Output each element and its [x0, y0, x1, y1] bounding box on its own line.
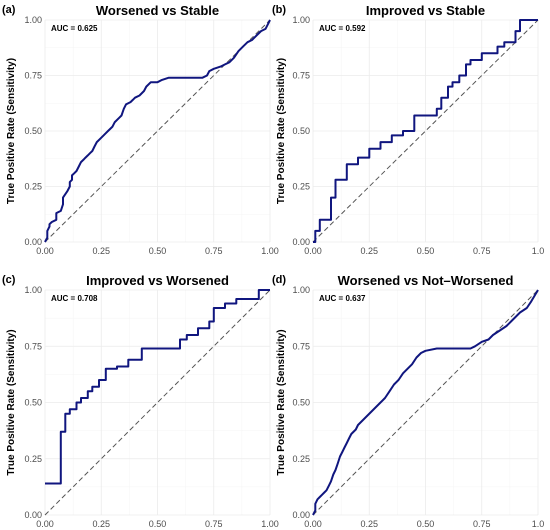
grid: [44, 19, 271, 243]
y-tick-label: 0.50: [292, 398, 310, 408]
x-tick-label: 0.25: [360, 519, 378, 529]
auc-annotation: AUC = 0.637: [319, 294, 366, 303]
y-tick-label: 0.25: [292, 454, 310, 464]
panel-label: (d): [272, 274, 286, 286]
panel-label: (a): [2, 4, 16, 16]
y-tick-label: 0.00: [24, 510, 42, 520]
y-tick-label: 0.00: [24, 237, 42, 247]
y-tick-label: 0.00: [292, 237, 310, 247]
y-tick-label: 0.25: [24, 454, 42, 464]
panel-label: (b): [272, 4, 286, 16]
x-tick-label: 0.00: [304, 519, 322, 529]
x-tick-label: 1.00: [261, 519, 279, 529]
y-tick-label: 0.75: [24, 341, 42, 351]
y-tick-label: 0.50: [24, 398, 42, 408]
x-tick-label: 0.50: [149, 246, 167, 256]
x-tick-label: 0.75: [205, 246, 223, 256]
x-tick-label: 0.50: [149, 519, 167, 529]
auc-annotation: AUC = 0.592: [319, 24, 366, 33]
roc-curve: [313, 19, 538, 243]
reference-diagonal: [312, 289, 539, 516]
y-tick-label: 1.00: [292, 285, 310, 295]
y-tick-label: 0.25: [292, 182, 310, 192]
roc-curve: [45, 289, 270, 485]
x-tick-label: 1.0: [532, 246, 545, 256]
roc-curve: [312, 289, 539, 516]
y-tick-label: 0.50: [292, 126, 310, 136]
x-tick-label: 0.00: [304, 246, 322, 256]
y-tick-label: 0.00: [292, 510, 310, 520]
y-tick-label: 0.50: [24, 126, 42, 136]
grid: [44, 289, 271, 516]
y-tick-label: 0.75: [24, 71, 42, 81]
x-tick-label: 0.50: [417, 519, 435, 529]
x-tick-label: 1.00: [261, 246, 279, 256]
x-tick-label: 0.00: [36, 519, 54, 529]
roc-curve: [44, 19, 271, 243]
roc-panel-2: 0.00 0.25 0.50 0.75 1.0 0.00 0.25 0.50 0.75 1.00 T…: [272, 3, 544, 256]
auc-annotation: AUC = 0.708: [51, 294, 98, 303]
y-axis-label: True Positive Rate (Sensitivity): [6, 329, 17, 475]
x-tick-label: 0.25: [360, 246, 378, 256]
x-tick-label: 0.00: [36, 246, 54, 256]
roc-panel-1: 0.00 0.25 0.50 0.75 1.00 0.00 0.25 0.50 0.75 1.00…: [2, 3, 279, 256]
x-tick-label: 0.50: [417, 246, 435, 256]
panel-title: Improved vs Worsened: [86, 273, 229, 288]
panel-title: Worsened vs Stable: [96, 3, 219, 18]
y-axis-label: True Positive Rate (Sensitivity): [6, 58, 17, 204]
auc-annotation: AUC = 0.625: [51, 24, 98, 33]
x-tick-label: 0.75: [473, 246, 491, 256]
y-tick-label: 0.75: [292, 71, 310, 81]
y-axis-label: True Positive Rate (Sensitivity): [276, 329, 287, 475]
panel-title: Worsened vs Not–Worsened: [338, 273, 514, 288]
reference-diagonal: [312, 19, 539, 243]
x-tick-label: 0.25: [92, 519, 110, 529]
reference-diagonal: [44, 19, 271, 243]
y-tick-label: 1.00: [24, 15, 42, 25]
roc-panel-4: 0.00 0.25 0.50 0.75 1.0 0.00 0.25 0.50 0.75 1.00 T…: [272, 273, 544, 529]
x-tick-label: 0.75: [473, 519, 491, 529]
y-tick-label: 1.00: [292, 15, 310, 25]
x-tick-label: 0.25: [92, 246, 110, 256]
panel-title: Improved vs Stable: [366, 3, 485, 18]
x-tick-label: 1.0: [532, 519, 545, 529]
grid: [312, 289, 539, 516]
y-axis-label: True Positive Rate (Sensitivity): [276, 58, 287, 204]
y-tick-label: 0.25: [24, 182, 42, 192]
roc-panel-3: 0.00 0.25 0.50 0.75 1.00 0.00 0.25 0.50 0.75 1.00…: [2, 273, 279, 529]
y-tick-label: 0.75: [292, 341, 310, 351]
x-tick-label: 0.75: [205, 519, 223, 529]
reference-diagonal: [44, 289, 271, 516]
panel-label: (c): [2, 274, 16, 286]
y-tick-label: 1.00: [24, 285, 42, 295]
